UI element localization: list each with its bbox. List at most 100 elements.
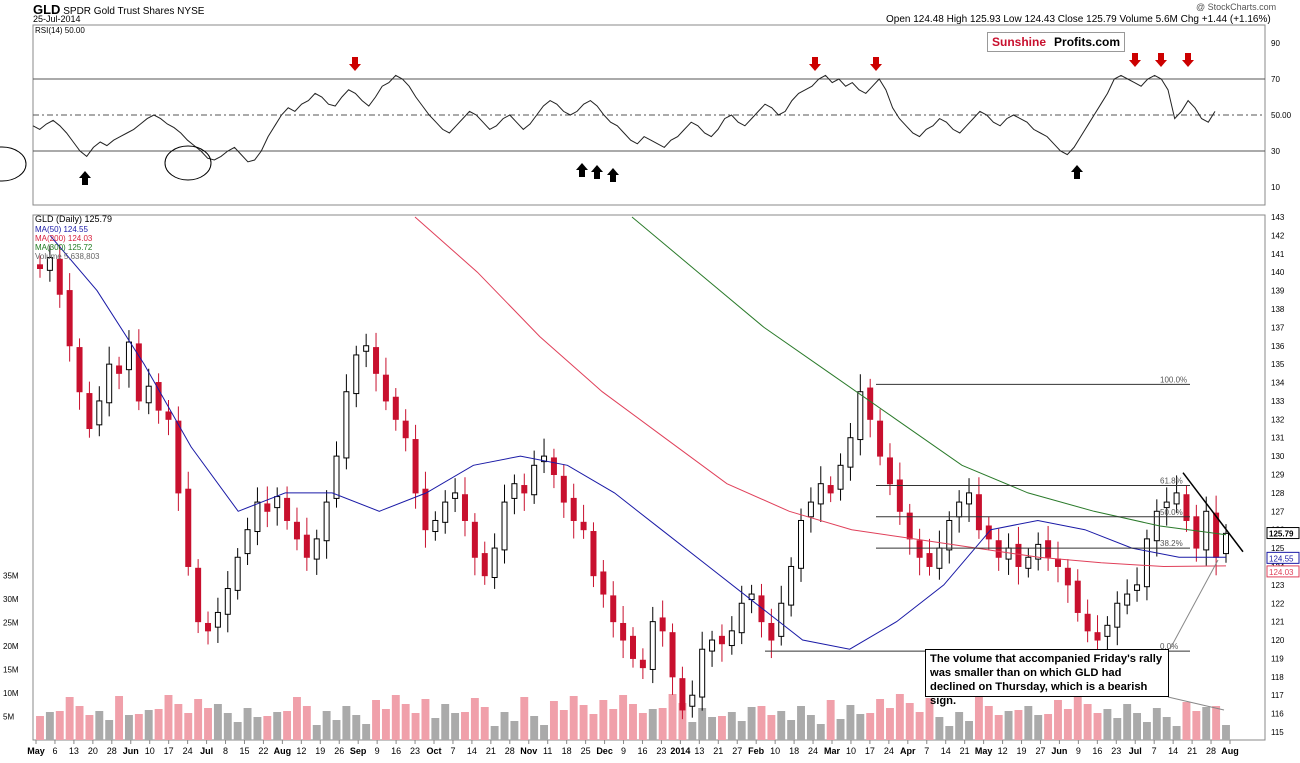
x-tick-label: 9 xyxy=(621,746,626,756)
volume-bar xyxy=(124,715,133,740)
candle-body xyxy=(926,553,933,567)
rsi-circle-edge xyxy=(0,146,27,182)
candle-body xyxy=(738,602,745,634)
candle-body xyxy=(293,521,300,540)
candle-body xyxy=(66,290,73,347)
x-tick-label: 10 xyxy=(846,746,856,756)
rsi-line xyxy=(32,74,1216,163)
candle-body xyxy=(116,365,123,374)
candle-body xyxy=(471,521,478,558)
candle-body xyxy=(877,420,884,457)
volume-bar xyxy=(856,714,865,740)
volume-bar xyxy=(836,719,845,740)
candle-body xyxy=(205,622,212,632)
x-tick-label: Jun xyxy=(1051,746,1067,756)
volume-bar xyxy=(757,706,766,740)
red-down-arrow xyxy=(809,57,821,71)
x-tick-label: 10 xyxy=(770,746,780,756)
volume-bar xyxy=(154,709,163,740)
candle-body xyxy=(906,512,913,540)
volume-bar xyxy=(45,712,54,740)
candle-body xyxy=(224,588,231,615)
x-tick-label: 14 xyxy=(467,746,477,756)
candle-body xyxy=(1163,501,1170,509)
volume-bar xyxy=(569,696,578,740)
red-down-arrow xyxy=(1129,53,1141,67)
candle-body xyxy=(96,400,103,426)
volume-bar xyxy=(816,724,825,740)
x-tick-label: 9 xyxy=(375,746,380,756)
candle-body xyxy=(422,488,429,531)
volume-bar xyxy=(243,708,252,740)
volume-bar xyxy=(549,701,558,740)
candle-body xyxy=(382,374,389,402)
volume-bar xyxy=(1142,722,1151,740)
candle-body xyxy=(392,396,399,420)
x-tick-label: Sep xyxy=(350,746,367,756)
x-tick-label: 2014 xyxy=(670,746,690,756)
candle-body xyxy=(491,547,498,578)
price-tick-label: 143 xyxy=(1271,213,1285,222)
volume-bar xyxy=(1192,711,1201,740)
candle-body xyxy=(699,648,706,698)
candle-body xyxy=(768,622,775,641)
candle-body xyxy=(590,531,597,577)
price-box-label: 124.55 xyxy=(1269,554,1294,563)
x-tick-label: 23 xyxy=(1111,746,1121,756)
candle-body xyxy=(600,571,607,595)
volume-bar xyxy=(767,715,776,740)
x-tick-label: 24 xyxy=(808,746,818,756)
volume-bar xyxy=(1162,717,1171,740)
watermark: @ StockCharts.com xyxy=(1196,2,1277,12)
price-tick-label: 142 xyxy=(1271,231,1285,240)
red-down-arrow xyxy=(870,57,882,71)
x-tick-label: 21 xyxy=(1187,746,1197,756)
candle-body xyxy=(1035,543,1042,560)
candle-body xyxy=(867,387,874,420)
volume-bar xyxy=(273,712,282,740)
red-down-arrow xyxy=(1182,53,1194,67)
candle-body xyxy=(333,455,340,499)
candle-body xyxy=(135,343,142,402)
volume-bar xyxy=(629,704,637,740)
candle-body xyxy=(521,485,528,494)
volume-bar xyxy=(876,699,885,740)
volume-bar xyxy=(797,706,805,740)
price-tick-label: 123 xyxy=(1271,581,1285,590)
volume-tick-label: 20M xyxy=(3,642,19,651)
candle-body xyxy=(758,595,765,623)
volume-bar xyxy=(540,725,549,740)
volume-tick-label: 10M xyxy=(3,689,19,698)
x-tick-label: 21 xyxy=(960,746,970,756)
x-tick-label: 27 xyxy=(1035,746,1045,756)
ohlc-summary: Open 124.48 High 125.93 Low 124.43 Close… xyxy=(886,14,1271,25)
x-tick-label: 28 xyxy=(505,746,515,756)
volume-bar xyxy=(490,726,499,740)
volume-bar xyxy=(184,713,193,740)
volume-bar xyxy=(866,713,875,740)
price-tick-label: 116 xyxy=(1271,710,1284,719)
ma-legend-item: MA(300) 125.72 xyxy=(35,243,93,252)
x-tick-label: Jul xyxy=(1129,746,1142,756)
volume-bar xyxy=(194,699,203,740)
candle-body xyxy=(1104,624,1111,637)
candle-body xyxy=(452,492,459,499)
x-tick-label: 10 xyxy=(145,746,155,756)
x-tick-label: 28 xyxy=(1206,746,1216,756)
x-tick-label: 14 xyxy=(941,746,951,756)
candle-body xyxy=(412,439,419,494)
rsi-circle-highlight xyxy=(164,145,212,181)
volume-bar xyxy=(806,715,815,740)
fib-level-label: 100.0% xyxy=(1160,375,1187,384)
volume-bar xyxy=(441,704,450,740)
x-tick-label: 17 xyxy=(164,746,174,756)
volume-bar xyxy=(1014,710,1023,740)
volume-bar xyxy=(213,704,222,740)
price-tick-label: 125 xyxy=(1271,544,1285,553)
volume-bar xyxy=(1222,725,1230,740)
volume-bar xyxy=(144,710,153,740)
volume-tick-label: 5M xyxy=(3,713,14,722)
candle-body xyxy=(1084,613,1091,632)
volume-bar xyxy=(283,711,292,740)
volume-bar xyxy=(1133,713,1142,740)
